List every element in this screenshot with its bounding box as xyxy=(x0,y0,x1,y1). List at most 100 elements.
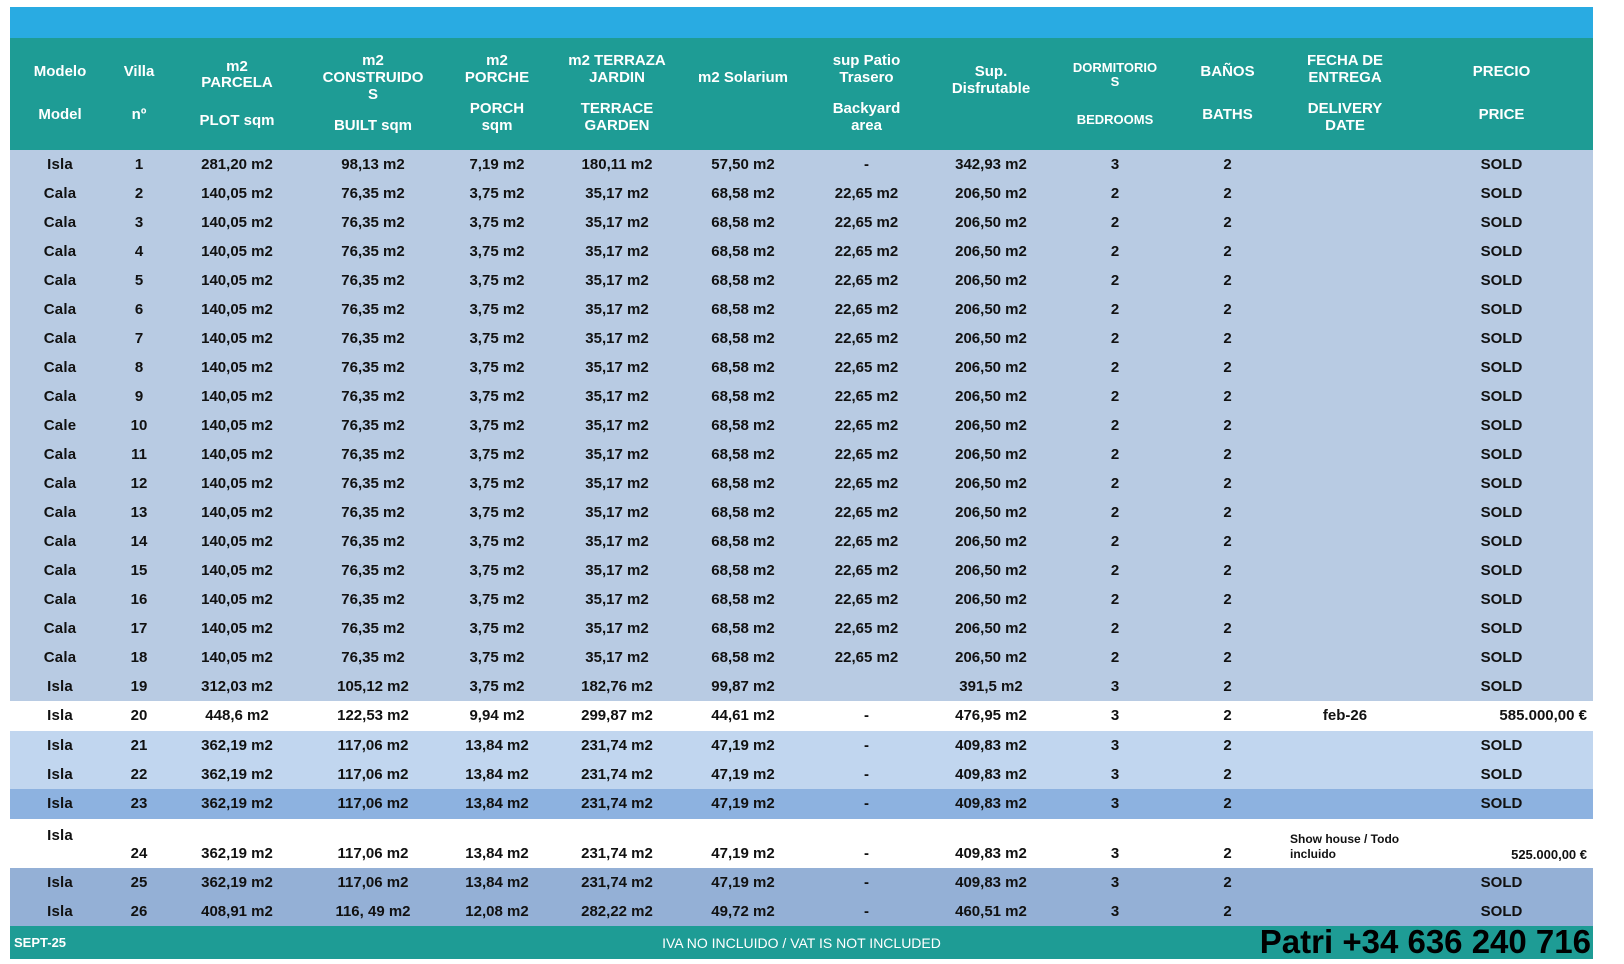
table-row: Cala 3 140,05 m2 76,35 m2 3,75 m2 35,17 m2 68,… xyxy=(10,208,1593,237)
cell-solarium: 68,58 m2 xyxy=(711,329,775,347)
cell-terraza: 231,74 m2 xyxy=(581,736,653,754)
cell-construidos: 76,35 m2 xyxy=(341,648,405,666)
cell-parcela: 448,6 m2 xyxy=(205,707,269,725)
cell-modelo: Cala xyxy=(43,271,77,289)
cell-terraza: 35,17 m2 xyxy=(585,532,649,550)
header-label-es-disfrutable: Sup. Disfrutable xyxy=(951,63,1031,97)
cell-solarium: 49,72 m2 xyxy=(711,902,775,920)
cell-patio: 22,65 m2 xyxy=(834,300,899,318)
cell-villa: 5 xyxy=(134,271,144,289)
cell-precio: 585.000,00 € xyxy=(1499,707,1587,725)
cell-patio: - xyxy=(864,902,869,920)
footer-contact-phone: Patri +34 636 240 716 xyxy=(1259,923,1591,960)
table-row: Cala 18 140,05 m2 76,35 m2 3,75 m2 35,17 m2 68… xyxy=(10,643,1593,672)
cell-solarium: 68,58 m2 xyxy=(711,242,775,260)
cell-parcela: 140,05 m2 xyxy=(201,213,273,231)
cell-solarium: 68,58 m2 xyxy=(711,300,775,318)
table-row: Cala 16 140,05 m2 76,35 m2 3,75 m2 35,17 m2 68… xyxy=(10,585,1593,614)
cell-parcela: 362,19 m2 xyxy=(201,873,273,891)
cell-dormitorios: 2 xyxy=(1110,532,1120,550)
header-label-en-parcela: PLOT sqm xyxy=(199,111,275,129)
cell-parcela: 140,05 m2 xyxy=(201,271,273,289)
cell-porche: 3,75 m2 xyxy=(469,648,525,666)
cell-construidos: 76,35 m2 xyxy=(341,387,405,405)
header-label-es-patio: sup Patio Trasero xyxy=(832,51,901,86)
cell-porche: 3,75 m2 xyxy=(469,503,525,521)
cell-modelo: Isla xyxy=(47,155,73,173)
cell-construidos: 117,06 m2 xyxy=(337,845,409,863)
cell-solarium: 68,58 m2 xyxy=(711,445,775,463)
cell-dormitorios: 2 xyxy=(1110,619,1120,637)
cell-porche: 3,75 m2 xyxy=(469,445,525,463)
header-label-en-construidos: BUILT sqm xyxy=(333,117,413,135)
cell-patio: 22,65 m2 xyxy=(834,532,899,550)
cell-disfrutable: 206,50 m2 xyxy=(955,416,1027,434)
cell-banos: 2 xyxy=(1223,358,1232,376)
cell-dormitorios: 2 xyxy=(1110,329,1120,347)
header-label-en-modelo: Model xyxy=(38,106,82,124)
cell-porche: 12,08 m2 xyxy=(465,902,529,920)
header-label-es-construidos: m2 CONSTRUIDOS xyxy=(322,51,424,103)
title-bar xyxy=(10,7,1593,38)
cell-terraza: 231,74 m2 xyxy=(581,795,653,813)
cell-parcela: 408,91 m2 xyxy=(201,902,273,920)
cell-banos: 2 xyxy=(1223,271,1232,289)
cell-porche: 3,75 m2 xyxy=(469,358,525,376)
cell-precio: SOLD xyxy=(1480,387,1523,405)
cell-precio: 525.000,00 € xyxy=(1511,847,1587,863)
cell-modelo: Cale xyxy=(43,416,77,434)
cell-porche: 3,75 m2 xyxy=(469,590,525,608)
cell-parcela: 140,05 m2 xyxy=(201,387,273,405)
cell-solarium: 68,58 m2 xyxy=(711,532,775,550)
cell-parcela: 140,05 m2 xyxy=(201,474,273,492)
cell-modelo: Cala xyxy=(43,329,77,347)
cell-dormitorios: 2 xyxy=(1110,503,1120,521)
cell-villa: 22 xyxy=(130,765,148,783)
cell-solarium: 68,58 m2 xyxy=(711,619,775,637)
cell-terraza: 231,74 m2 xyxy=(581,873,653,891)
cell-disfrutable: 206,50 m2 xyxy=(955,532,1027,550)
cell-construidos: 76,35 m2 xyxy=(341,503,405,521)
cell-parcela: 140,05 m2 xyxy=(201,648,273,666)
cell-disfrutable: 206,50 m2 xyxy=(955,358,1027,376)
cell-construidos: 76,35 m2 xyxy=(341,416,405,434)
cell-modelo: Cala xyxy=(43,532,77,550)
cell-dormitorios: 2 xyxy=(1110,184,1120,202)
cell-solarium: 47,19 m2 xyxy=(711,765,775,783)
table-body: Isla 1 281,20 m2 98,13 m2 7,19 m2 180,11 m2 57… xyxy=(10,150,1593,926)
header-cell-porche: m2 PORCHE PORCH sqm xyxy=(440,38,554,150)
header-label-es-terraza: m2 TERRAZA JARDIN xyxy=(568,51,666,86)
cell-villa: 13 xyxy=(130,503,148,521)
cell-solarium: 68,58 m2 xyxy=(711,590,775,608)
cell-disfrutable: 206,50 m2 xyxy=(955,590,1027,608)
header-cell-parcela: m2 PARCELA PLOT sqm xyxy=(168,38,306,150)
header-cell-villa: Villa nº xyxy=(110,38,168,150)
cell-banos: 2 xyxy=(1223,619,1232,637)
cell-dormitorios: 2 xyxy=(1110,648,1120,666)
cell-banos: 2 xyxy=(1223,795,1232,813)
cell-construidos: 76,35 m2 xyxy=(341,590,405,608)
cell-patio: - xyxy=(864,155,869,173)
cell-dormitorios: 2 xyxy=(1110,474,1120,492)
cell-parcela: 362,19 m2 xyxy=(201,736,273,754)
table-row: Cala 17 140,05 m2 76,35 m2 3,75 m2 35,17 m2 68… xyxy=(10,614,1593,643)
cell-modelo: Cala xyxy=(43,242,77,260)
table-row: Isla 20 448,6 m2 122,53 m2 9,94 m2 299,87 m2 4… xyxy=(10,701,1593,731)
cell-dormitorios: 3 xyxy=(1110,845,1120,863)
cell-precio: SOLD xyxy=(1480,300,1523,318)
cell-construidos: 76,35 m2 xyxy=(341,329,405,347)
cell-banos: 2 xyxy=(1223,561,1232,579)
table-row: Isla 22 362,19 m2 117,06 m2 13,84 m2 231,74 m… xyxy=(10,760,1593,789)
header-label-es-dormitorios: DORMITORIOS xyxy=(1072,59,1158,90)
cell-construidos: 76,35 m2 xyxy=(341,184,405,202)
cell-modelo: Cala xyxy=(43,590,77,608)
cell-banos: 2 xyxy=(1223,532,1232,550)
cell-construidos: 117,06 m2 xyxy=(337,736,409,754)
cell-construidos: 76,35 m2 xyxy=(341,445,405,463)
cell-modelo: Cala xyxy=(43,300,77,318)
cell-parcela: 362,19 m2 xyxy=(201,765,273,783)
cell-terraza: 282,22 m2 xyxy=(581,902,653,920)
cell-precio: SOLD xyxy=(1480,795,1523,813)
cell-disfrutable: 409,83 m2 xyxy=(955,845,1027,863)
cell-precio: SOLD xyxy=(1480,873,1523,891)
